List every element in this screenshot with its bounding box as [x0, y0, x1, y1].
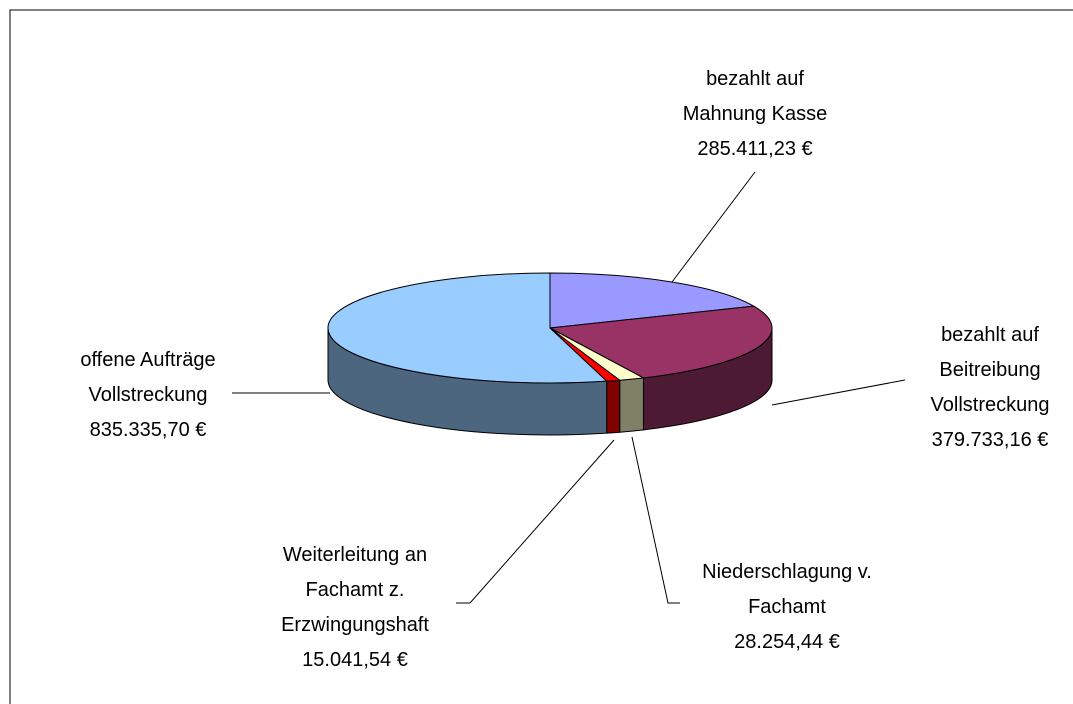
pie-tops	[327, 272, 773, 384]
leader-line	[771, 379, 906, 406]
category-label: Niederschlagung v. Fachamt	[702, 561, 872, 618]
category-label: bezahlt auf Beitreibung Vollstreckung	[930, 324, 1050, 416]
value-label: 835.335,70 €	[89, 419, 207, 441]
pie-slice-side	[606, 379, 621, 434]
slice-label: Weiterleitung an Fachamt z. Erzwingungsh…	[260, 538, 450, 678]
slice-label: offene Aufträge Vollstreckung 835.335,70 …	[63, 343, 233, 448]
category-label: offene Aufträge Vollstreckung	[80, 349, 216, 406]
slice-label: bezahlt auf Mahnung Kasse 285.411,23 €	[675, 62, 835, 167]
pie-slice	[549, 272, 756, 329]
category-label: bezahlt auf Mahnung Kasse	[682, 68, 828, 125]
pie-slice-side	[619, 377, 644, 433]
leader-line	[631, 436, 680, 604]
value-label: 15.041,54 €	[302, 649, 408, 671]
leader-line	[456, 439, 615, 604]
category-label: Weiterleitung an Fachamt z. Erzwingungsh…	[281, 544, 429, 636]
chart-frame	[9, 9, 1073, 704]
value-label: 28.254,44 €	[734, 631, 840, 653]
value-label: 285.411,23 €	[697, 138, 813, 160]
value-label: 379.733,16 €	[931, 429, 1049, 451]
leader-line	[671, 171, 756, 283]
pie-slice	[327, 272, 608, 384]
leader-lines	[232, 171, 906, 604]
slice-label: Niederschlagung v. Fachamt 28.254,44 €	[702, 555, 872, 660]
slice-label: bezahlt auf Beitreibung Vollstreckung 379…	[920, 318, 1060, 458]
pie-slice	[548, 305, 773, 379]
